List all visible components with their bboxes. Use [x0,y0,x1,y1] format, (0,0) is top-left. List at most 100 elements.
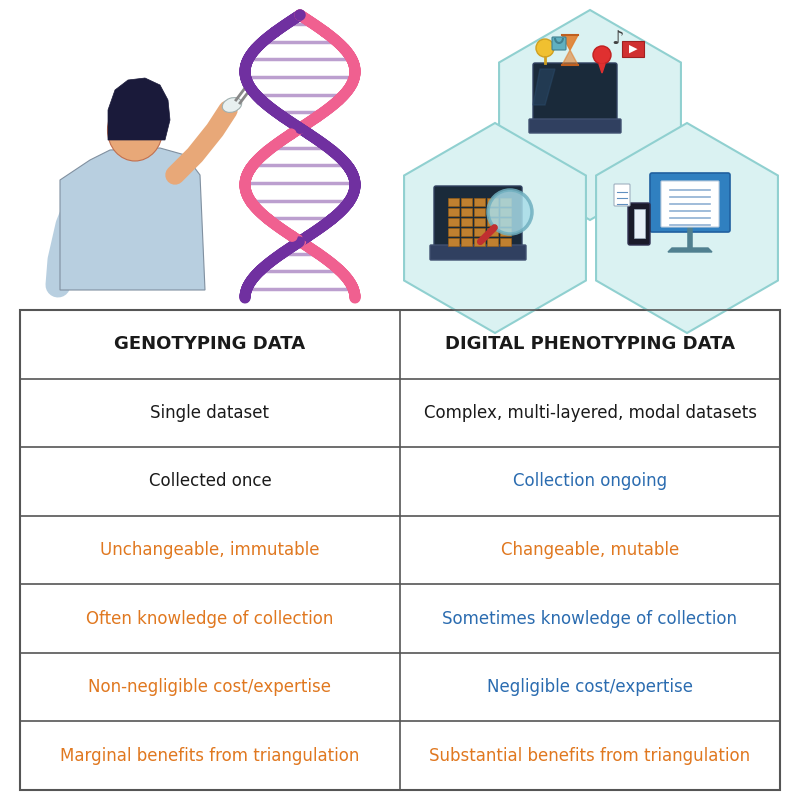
Circle shape [256,95,266,105]
FancyBboxPatch shape [447,218,458,226]
FancyBboxPatch shape [447,227,458,235]
Polygon shape [404,123,586,333]
FancyBboxPatch shape [486,198,498,206]
Text: ♪: ♪ [612,29,624,47]
FancyBboxPatch shape [634,209,645,238]
Circle shape [344,163,354,173]
FancyBboxPatch shape [529,119,621,133]
Circle shape [278,112,288,122]
Circle shape [334,266,345,275]
FancyBboxPatch shape [447,198,458,206]
Text: Non-negligible cost/expertise: Non-negligible cost/expertise [89,678,331,696]
Circle shape [327,214,337,224]
Circle shape [536,39,554,57]
Circle shape [262,146,272,156]
FancyBboxPatch shape [447,238,458,246]
Circle shape [347,282,358,292]
FancyBboxPatch shape [486,238,498,246]
Circle shape [278,248,287,258]
Text: Changeable, mutable: Changeable, mutable [501,541,679,559]
FancyBboxPatch shape [622,41,644,57]
Text: Negligible cost/expertise: Negligible cost/expertise [487,678,693,696]
Circle shape [320,27,330,37]
FancyBboxPatch shape [461,238,471,246]
Circle shape [339,44,350,54]
Text: GENOTYPING DATA: GENOTYPING DATA [114,335,306,354]
Polygon shape [562,50,578,65]
Circle shape [240,180,250,190]
Circle shape [347,78,358,88]
Circle shape [295,10,305,20]
FancyBboxPatch shape [552,37,566,50]
Polygon shape [108,78,170,140]
FancyBboxPatch shape [650,173,730,232]
FancyBboxPatch shape [430,245,526,260]
Circle shape [287,231,297,241]
FancyBboxPatch shape [499,198,510,206]
Circle shape [350,61,359,71]
FancyBboxPatch shape [499,218,510,226]
Polygon shape [596,123,778,333]
Circle shape [255,266,266,275]
FancyBboxPatch shape [461,198,471,206]
Circle shape [350,180,360,190]
Polygon shape [60,148,205,290]
Text: Sometimes knowledge of collection: Sometimes knowledge of collection [442,610,738,627]
Text: Collection ongoing: Collection ongoing [513,473,667,490]
Circle shape [304,129,314,139]
FancyBboxPatch shape [474,238,485,246]
FancyBboxPatch shape [499,207,510,215]
FancyBboxPatch shape [434,186,522,248]
Text: Substantial benefits from triangulation: Substantial benefits from triangulation [430,746,750,765]
FancyBboxPatch shape [461,218,471,226]
FancyBboxPatch shape [474,227,485,235]
FancyBboxPatch shape [614,184,630,206]
Text: Single dataset: Single dataset [150,404,270,422]
Circle shape [241,61,250,71]
Circle shape [286,129,296,139]
Text: DIGITAL PHENOTYPING DATA: DIGITAL PHENOTYPING DATA [445,335,735,354]
Circle shape [246,197,256,207]
FancyBboxPatch shape [661,181,719,227]
Circle shape [328,146,338,156]
FancyBboxPatch shape [474,198,485,206]
Circle shape [270,27,280,37]
Circle shape [593,46,611,64]
Text: Marginal benefits from triangulation: Marginal benefits from triangulation [60,746,360,765]
Polygon shape [562,35,578,50]
FancyBboxPatch shape [628,203,650,245]
FancyBboxPatch shape [499,238,510,246]
FancyBboxPatch shape [486,218,498,226]
Circle shape [246,163,256,173]
Ellipse shape [107,99,162,161]
FancyBboxPatch shape [499,227,510,235]
Circle shape [242,282,253,292]
Circle shape [312,112,322,122]
Polygon shape [533,69,555,105]
FancyBboxPatch shape [461,207,471,215]
Circle shape [263,214,273,224]
Circle shape [313,248,322,258]
Circle shape [250,44,261,54]
Circle shape [344,197,354,207]
FancyBboxPatch shape [447,207,458,215]
FancyBboxPatch shape [474,207,485,215]
Polygon shape [499,10,681,220]
Circle shape [303,231,313,241]
FancyBboxPatch shape [461,227,471,235]
Bar [20,310,780,790]
Polygon shape [668,248,712,252]
Text: Unchangeable, immutable: Unchangeable, immutable [100,541,320,559]
Text: Collected once: Collected once [149,473,271,490]
FancyBboxPatch shape [486,227,498,235]
FancyBboxPatch shape [486,207,498,215]
Circle shape [295,10,305,20]
Circle shape [242,78,253,88]
Circle shape [488,190,532,234]
Text: Complex, multi-layered, modal datasets: Complex, multi-layered, modal datasets [423,404,757,422]
FancyBboxPatch shape [474,218,485,226]
Circle shape [334,95,344,105]
Text: Often knowledge of collection: Often knowledge of collection [86,610,334,627]
Polygon shape [599,64,605,73]
FancyBboxPatch shape [533,63,617,122]
